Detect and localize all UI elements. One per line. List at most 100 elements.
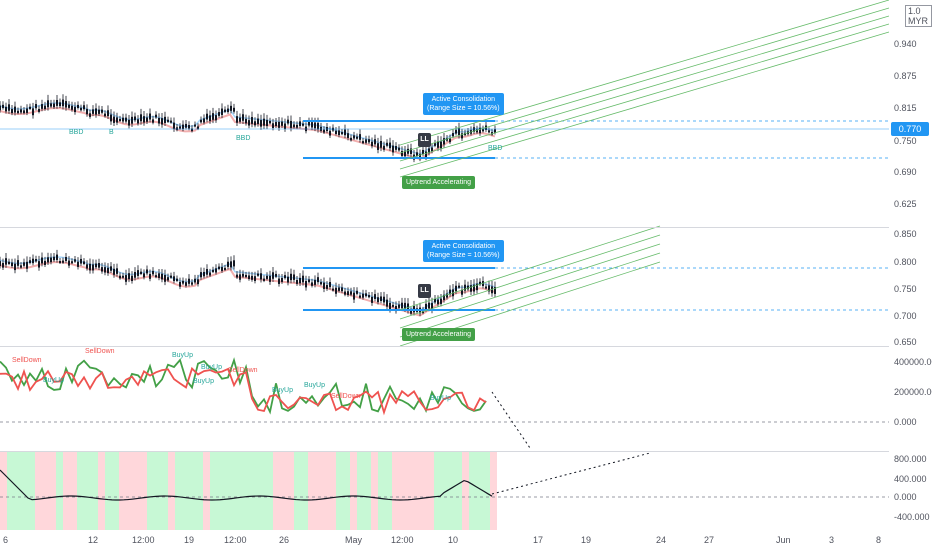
- candle-body: [122, 275, 124, 278]
- candle-body: [263, 118, 265, 126]
- candle-body: [296, 279, 298, 284]
- price-axis[interactable]: [889, 0, 932, 550]
- candle-body: [152, 270, 154, 275]
- regime-bar: [147, 452, 154, 530]
- candle-body: [299, 121, 301, 127]
- regime-bar: [203, 452, 210, 530]
- candle-body: [236, 116, 238, 123]
- candle-body: [26, 108, 28, 113]
- candle-body: [392, 304, 394, 307]
- candle-body: [281, 277, 283, 282]
- currency-badge[interactable]: 1.0 MYR: [905, 5, 932, 27]
- candle-body: [161, 118, 163, 125]
- candle-body: [305, 280, 307, 288]
- candle-body: [476, 129, 478, 133]
- candle-body: [59, 102, 61, 107]
- price-pane-2: [0, 225, 889, 347]
- x-tick: 24: [656, 535, 667, 545]
- candle-body: [68, 260, 70, 266]
- candle-body: [44, 105, 46, 110]
- signal-buyup: BuyUp: [193, 378, 215, 385]
- candle-body: [350, 291, 352, 295]
- candle-body: [260, 120, 262, 127]
- candle-body: [362, 141, 364, 144]
- candle-body: [425, 303, 427, 310]
- candle-body: [365, 293, 367, 297]
- consolidation-label-1[interactable]: Active Consolidation (Range Size = 10.56%…: [423, 93, 504, 115]
- trend-channel-line: [399, 243, 661, 329]
- candle-body: [374, 294, 376, 299]
- candle-body: [416, 152, 418, 157]
- regime-bar: [175, 452, 182, 530]
- regime-bar: [49, 452, 56, 530]
- candle-body: [155, 275, 157, 278]
- candle-body: [251, 117, 253, 124]
- candle-body: [71, 105, 73, 110]
- signal-selldown: SellDown: [228, 367, 258, 374]
- candle-body: [29, 106, 31, 109]
- candle-body: [80, 258, 82, 264]
- candle-body: [248, 120, 250, 126]
- regime-bar: [399, 452, 406, 530]
- candle-body: [332, 288, 334, 291]
- candle-body: [32, 108, 34, 116]
- regime-bar: [462, 452, 469, 530]
- candle-body: [53, 103, 55, 108]
- candle-body: [215, 268, 217, 273]
- regime-bar: [28, 452, 35, 530]
- candle-body: [179, 281, 181, 287]
- candle-body: [278, 278, 280, 284]
- currency-label: MYR: [908, 16, 928, 26]
- consolidation-label-2[interactable]: Active Consolidation (Range Size = 10.56%…: [423, 240, 504, 262]
- candle-body: [47, 257, 49, 263]
- candle-body: [77, 104, 79, 109]
- candle-body: [203, 271, 205, 277]
- regime-bar: [385, 452, 392, 530]
- y-tick: 0.000: [894, 417, 917, 427]
- candle-body: [380, 141, 382, 148]
- oscillator-pane: [0, 452, 889, 530]
- x-tick: 8: [876, 535, 882, 545]
- y-tick: 0.800: [894, 257, 917, 267]
- uptrend-label-2[interactable]: Uptrend Accelerating: [402, 328, 475, 341]
- candle-body: [425, 151, 427, 158]
- candle-body: [269, 275, 271, 282]
- oscillator-line: [0, 469, 493, 501]
- candle-body: [443, 138, 445, 145]
- pane-divider[interactable]: [0, 346, 932, 347]
- candle-body: [386, 142, 388, 146]
- candle-body: [398, 147, 400, 151]
- x-tick: 12:00: [132, 535, 155, 545]
- candle-body: [458, 128, 460, 136]
- ll-marker-2[interactable]: LL: [418, 284, 431, 298]
- candle-body: [314, 122, 316, 129]
- pane-divider[interactable]: [0, 451, 932, 452]
- ll-marker-1[interactable]: LL: [418, 133, 431, 147]
- regime-bar: [252, 452, 259, 530]
- candle-body: [173, 276, 175, 282]
- regime-bar: [196, 452, 203, 530]
- candle-body: [131, 116, 133, 124]
- x-tick: 26: [279, 535, 290, 545]
- uptrend-label-1[interactable]: Uptrend Accelerating: [402, 176, 475, 189]
- pane-divider[interactable]: [0, 227, 932, 228]
- candle-body: [317, 122, 319, 130]
- candle-body: [164, 116, 166, 123]
- candle-body: [26, 261, 28, 269]
- candle-body: [473, 127, 475, 132]
- candle-body: [347, 291, 349, 296]
- regime-bar: [413, 452, 420, 530]
- candle-body: [299, 277, 301, 284]
- candle-body: [110, 114, 112, 122]
- candle-body: [218, 266, 220, 270]
- regime-bar: [378, 452, 385, 530]
- candle-body: [488, 130, 490, 133]
- x-tick: 10: [448, 535, 459, 545]
- candle-body: [419, 153, 421, 159]
- candle-body: [245, 274, 247, 278]
- candle-body: [398, 304, 400, 308]
- x-tick: 27: [704, 535, 715, 545]
- candle-body: [8, 261, 10, 264]
- candle-body: [149, 113, 151, 120]
